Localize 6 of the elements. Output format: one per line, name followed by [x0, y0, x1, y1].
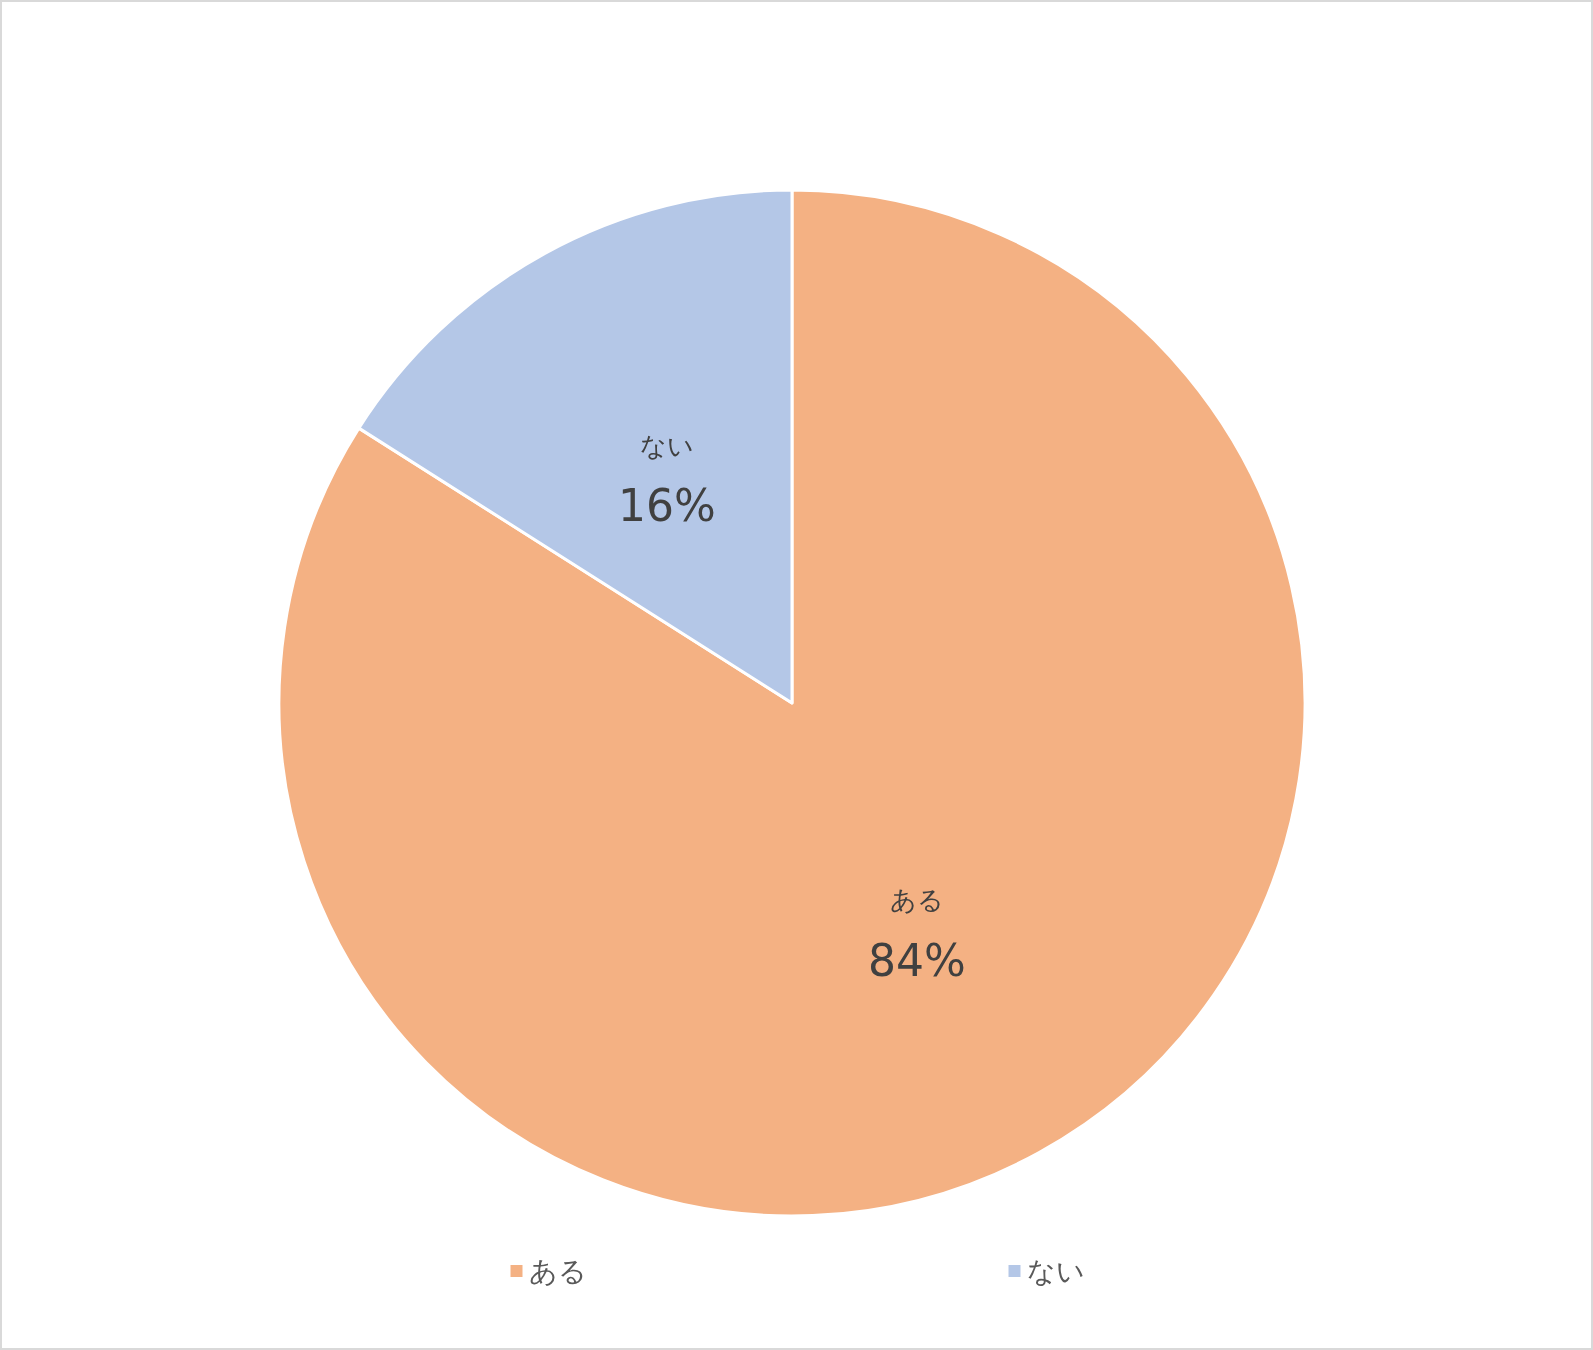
data-label: 84%	[868, 934, 966, 986]
legend-label: ない	[1026, 1254, 1085, 1288]
slice-label: ある	[890, 885, 945, 916]
data-label: 16%	[618, 480, 716, 532]
slice-label: ない	[639, 430, 694, 461]
legend-label: ある	[528, 1254, 587, 1288]
